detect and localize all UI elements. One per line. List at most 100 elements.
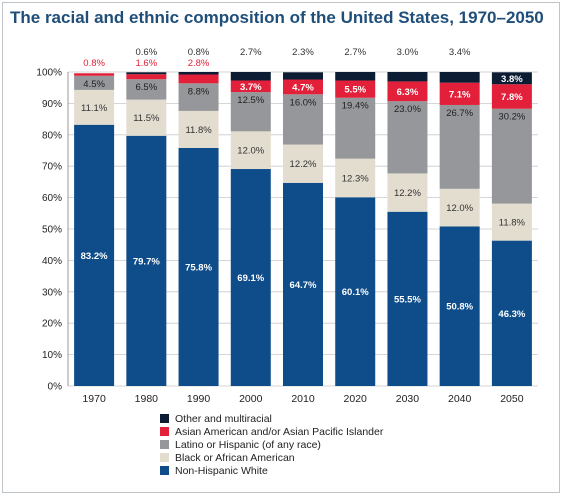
data-label: 19.4% <box>342 101 369 112</box>
data-label: 3.0% <box>397 47 419 58</box>
bar-segment <box>126 99 167 136</box>
bar-segment <box>387 81 428 102</box>
data-label: 12.2% <box>394 188 421 199</box>
data-label: 8.8% <box>188 86 210 97</box>
data-label: 16.0% <box>290 97 317 108</box>
legend-label: Asian American and/or Asian Pacific Isla… <box>175 426 384 438</box>
bar-segment <box>439 82 480 105</box>
bar-segment <box>230 131 271 170</box>
data-label: 2.7% <box>240 47 262 58</box>
bar-segment <box>126 79 167 100</box>
y-tick-label: 100% <box>36 68 62 79</box>
data-label: 12.3% <box>342 173 369 184</box>
data-label: 23.0% <box>394 104 421 115</box>
x-tick-label: 1970 <box>82 393 106 405</box>
bar-segment <box>178 110 219 148</box>
data-label: 60.1% <box>342 287 369 298</box>
data-label: 3.7% <box>240 82 262 93</box>
bar-segment <box>491 72 532 85</box>
y-tick-label: 80% <box>42 130 62 141</box>
data-label: 83.2% <box>81 251 108 262</box>
data-label: 30.2% <box>498 112 525 123</box>
bar-segment <box>230 80 271 93</box>
y-tick-label: 90% <box>42 99 62 110</box>
chart-title: The racial and ethnic composition of the… <box>10 8 544 27</box>
y-tick-label: 50% <box>42 225 62 236</box>
legend-label: Black or African American <box>175 452 295 464</box>
data-label: 7.1% <box>449 89 471 100</box>
data-label: 4.5% <box>83 79 105 90</box>
bar-segment <box>230 169 271 386</box>
bar-segment <box>335 158 376 198</box>
bar-segment <box>74 73 115 76</box>
bar-segment <box>335 197 376 386</box>
data-label: 26.7% <box>446 108 473 119</box>
data-label: 5.5% <box>344 85 366 96</box>
data-label: 79.7% <box>133 256 160 267</box>
bar-segment <box>230 72 271 81</box>
bar-segment <box>283 182 323 386</box>
bar-segment <box>335 80 376 98</box>
bar-segment <box>439 72 480 83</box>
bar-segment <box>491 108 532 204</box>
bar-segment <box>387 72 428 82</box>
legend-swatch <box>160 427 169 436</box>
bar-segment <box>230 92 271 132</box>
data-label: 11.5% <box>133 113 160 124</box>
legend-swatch <box>160 440 169 449</box>
y-tick-label: 0% <box>48 382 63 393</box>
bar-segment <box>335 72 376 81</box>
data-label: 2.7% <box>344 47 366 58</box>
bar-segment <box>74 75 115 90</box>
bar-segment <box>491 84 532 109</box>
bar-segment <box>491 240 532 386</box>
data-label: 12.0% <box>446 203 473 214</box>
bar-segment <box>283 144 323 183</box>
data-label: 55.5% <box>394 294 421 305</box>
bar-segment <box>387 211 428 386</box>
data-label: 2.3% <box>292 47 314 58</box>
data-label: 3.4% <box>449 47 471 58</box>
x-tick-label: 2000 <box>239 393 263 405</box>
bar-segment <box>387 173 428 212</box>
data-label: 64.7% <box>290 280 317 291</box>
x-tick-label: 2050 <box>500 393 524 405</box>
legend-label: Non-Hispanic White <box>175 465 268 477</box>
data-label: 12.2% <box>290 159 317 170</box>
bar-segment <box>74 89 115 125</box>
bar-segment <box>126 72 167 75</box>
data-label: 1.6% <box>136 58 158 69</box>
legend-swatch <box>160 453 169 462</box>
data-label: 6.5% <box>136 82 158 93</box>
legend-label: Latino or Hispanic (of any race) <box>175 439 321 451</box>
data-label: 3.8% <box>501 74 523 85</box>
data-label: 0.6% <box>136 47 158 58</box>
bar-segment <box>439 104 480 189</box>
y-tick-label: 40% <box>42 256 62 267</box>
data-label: 12.0% <box>237 146 264 157</box>
bar-segment <box>283 72 323 80</box>
bar-segment <box>387 101 428 174</box>
bar-segment <box>283 79 323 95</box>
y-tick-label: 20% <box>42 319 62 330</box>
bar-segment <box>178 83 219 111</box>
bar-segment <box>126 135 167 386</box>
data-label: 0.8% <box>83 58 105 69</box>
bar-segment <box>178 147 219 386</box>
data-label: 46.3% <box>498 309 525 320</box>
data-label: 11.8% <box>185 125 212 136</box>
legend-label: Other and multiracial <box>175 413 272 425</box>
x-tick-label: 2020 <box>344 393 368 405</box>
y-tick-label: 30% <box>42 287 62 298</box>
legend-swatch <box>160 466 169 475</box>
x-tick-label: 2010 <box>291 393 315 405</box>
y-tick-label: 10% <box>42 350 62 361</box>
bar-segment <box>74 124 115 386</box>
data-label: 2.8% <box>188 58 210 69</box>
bar-segment <box>283 94 323 145</box>
y-tick-label: 60% <box>42 193 62 204</box>
data-label: 6.3% <box>397 87 419 98</box>
data-label: 7.8% <box>501 92 523 103</box>
bar-segment <box>439 188 480 227</box>
